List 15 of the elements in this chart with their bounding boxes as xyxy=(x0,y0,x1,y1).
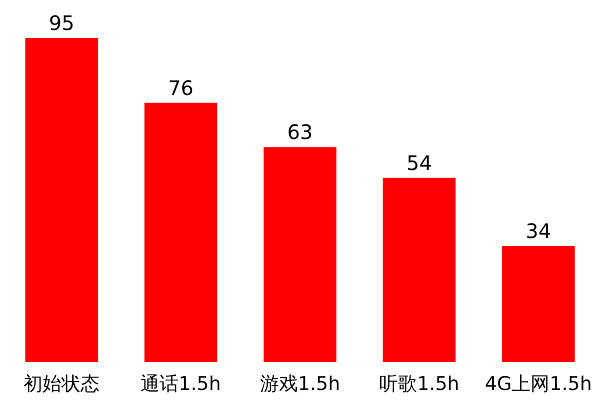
x-tick-label: 4G上网1.5h xyxy=(484,373,592,395)
x-tick-label: 游戏1.5h xyxy=(260,373,340,395)
bar xyxy=(144,102,218,362)
bar xyxy=(502,246,575,362)
x-tick-label: 初始状态 xyxy=(24,373,100,395)
data-label: 95 xyxy=(48,11,74,35)
bar xyxy=(382,178,456,362)
data-label: 34 xyxy=(526,219,552,244)
bar xyxy=(25,38,98,362)
data-label: 54 xyxy=(406,150,432,175)
data-label: 63 xyxy=(287,120,313,144)
x-tick-label: 听歌1.5h xyxy=(379,373,460,395)
x-tick-label: 通话1.5h xyxy=(140,373,221,395)
data-label: 76 xyxy=(168,76,194,100)
bar xyxy=(264,147,336,362)
